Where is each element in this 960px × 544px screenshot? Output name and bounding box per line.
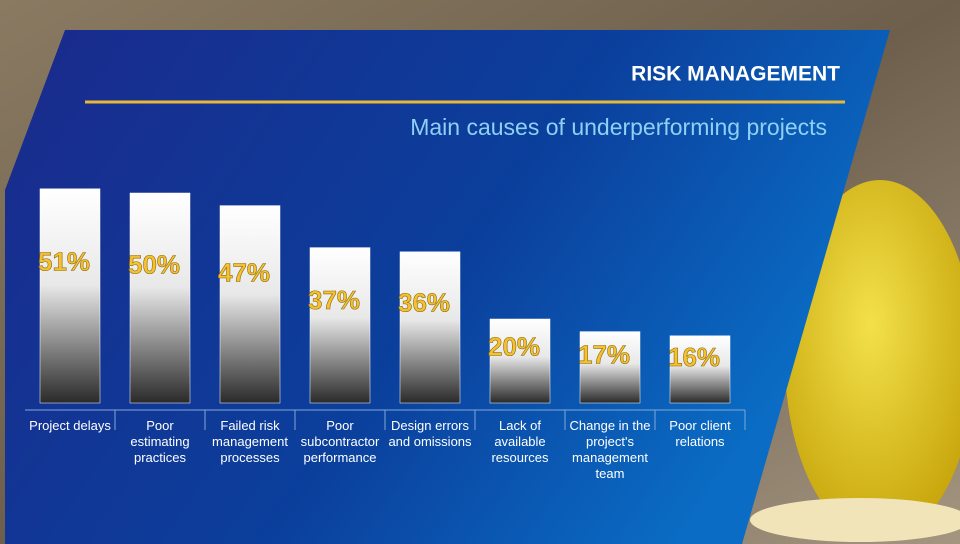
value-label: 50% [128, 249, 180, 279]
bar [39, 188, 101, 404]
bar [669, 335, 731, 404]
bar [309, 247, 371, 404]
bar [579, 331, 641, 404]
value-label: 47% [218, 258, 270, 288]
category-label: Poor subcontractor performance [300, 418, 380, 465]
category-label: Project delays [29, 418, 111, 433]
value-label: 16% [668, 342, 720, 372]
hat-brim [750, 498, 960, 542]
value-label: 20% [488, 331, 540, 361]
bar [129, 192, 191, 404]
category-label: Change in the project's management team [569, 418, 651, 481]
bar [489, 318, 551, 404]
chart-subtitle: Main causes of underperforming projects [410, 114, 827, 140]
value-label: 37% [308, 285, 360, 315]
value-label: 36% [398, 288, 450, 318]
value-label: 51% [38, 247, 90, 277]
bar [399, 251, 461, 404]
hard-hat [785, 180, 960, 540]
category-label: Failed risk management processes [212, 418, 288, 465]
bar [219, 205, 281, 404]
category-label: Poor estimating practices [130, 418, 190, 465]
chart-title: RISK MANAGEMENT [631, 63, 840, 86]
category-label: Lack of available resources [491, 418, 549, 465]
category-label: Poor client relations [669, 418, 731, 449]
category-label: Design errors and omissions [388, 418, 472, 449]
value-label: 17% [578, 339, 630, 369]
